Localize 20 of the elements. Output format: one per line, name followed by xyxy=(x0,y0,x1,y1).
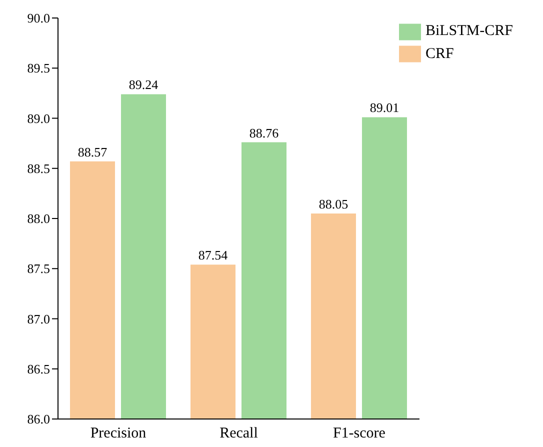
data-label: 88.76 xyxy=(249,125,280,140)
y-tick-label: 89.5 xyxy=(27,60,50,76)
y-tick-label: 86.0 xyxy=(27,412,50,427)
y-tick-label: 88.5 xyxy=(27,160,50,176)
data-label: 88.05 xyxy=(318,196,348,212)
data-label: 89.24 xyxy=(128,77,159,92)
data-label: 89.01 xyxy=(370,100,400,116)
data-label: 87.54 xyxy=(198,248,228,263)
y-tick-label: 87.0 xyxy=(27,311,50,326)
y-tick-label: 88.0 xyxy=(27,211,50,226)
legend-label: BiLSTM-CRF xyxy=(425,23,513,39)
x-tick-label: Recall xyxy=(220,426,258,442)
x-tick-label: F1-score xyxy=(332,426,386,442)
y-tick-label: 87.5 xyxy=(27,261,50,276)
legend-label: CRF xyxy=(425,46,454,62)
y-tick-label: 90.0 xyxy=(27,10,50,26)
y-tick-label: 86.5 xyxy=(27,361,50,376)
x-tick-label: Precision xyxy=(90,426,147,442)
data-label: 88.57 xyxy=(78,144,108,160)
y-tick-label: 89.0 xyxy=(27,110,50,126)
